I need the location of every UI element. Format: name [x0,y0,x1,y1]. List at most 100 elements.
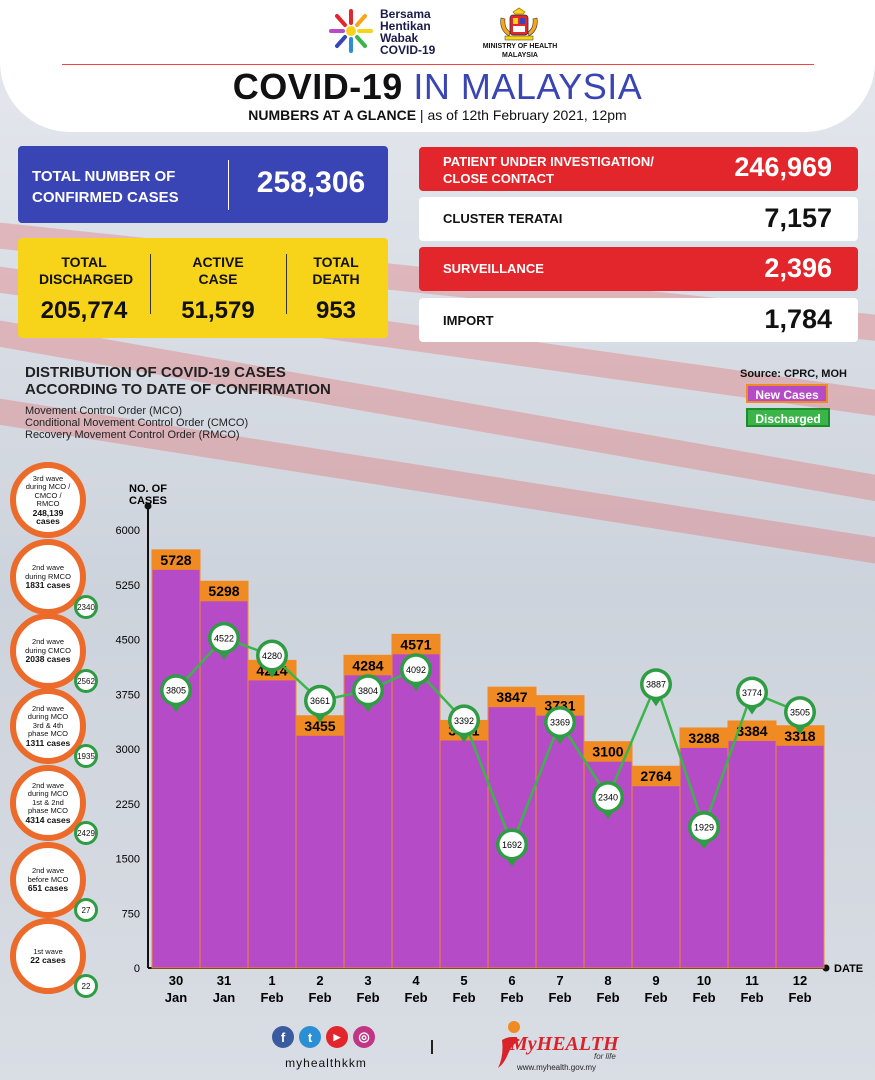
category-value: 7,157 [764,203,832,233]
divider [62,64,814,65]
discharged-marker [739,679,765,705]
category-label: SURVEILLANCE [443,261,544,276]
x-tick-label: Feb [308,990,331,1005]
note-mco: Movement Control Order (MCO) [25,405,183,417]
wave-circle: 3rd wave during MCO / CMCO / RMCO 248,139… [10,462,86,538]
summary-active: ACTIVE CASE 51,579 [160,254,276,325]
wave-discharged-badge: 2340 [74,595,98,619]
x-tick-label: Jan [165,990,187,1005]
confirmed-cases-value: 258,306 [256,166,366,199]
x-tick-label: Feb [404,990,427,1005]
twitter-icon[interactable]: t [299,1026,321,1048]
bar-new-cases [439,719,489,969]
y-tick-label: 2250 [116,799,140,811]
bar-label-bg [632,766,680,787]
discharged-marker [691,814,717,840]
discharged-value-label: 3661 [310,696,330,706]
x-tick-label: 1 [268,973,275,988]
wave-label: 2nd wave during MCO 3rd & 4th phase MCO [27,703,69,739]
x-tick-label: 31 [217,973,231,988]
discharged-marker [547,709,573,735]
discharged-value-label: 4280 [262,651,282,661]
wave-label: 2nd wave during MCO 1st & 2nd phase MCO [27,780,69,816]
x-tick-label: 12 [793,973,807,988]
cluster-teratai-box: CLUSTER TERATAI 7,157 [419,197,858,241]
summary-death: TOTAL DEATH 953 [278,254,394,325]
bar-new-cases [631,765,681,969]
bar-new-cases [775,725,825,969]
wave-label: 2nd wave during RMCO [25,563,71,581]
wave-discharged-badge: 2429 [74,821,98,845]
discharged-marker [211,625,237,651]
instagram-icon[interactable]: ◎ [353,1026,375,1048]
wave-cases: 248,139 cases [32,507,64,526]
bar-value-label: 5298 [208,583,239,599]
discharged-value-label: 1692 [502,840,522,850]
discharged-marker [163,677,189,703]
bar-new-cases [487,686,537,969]
facebook-icon[interactable]: f [272,1026,294,1048]
discharged-value-label: 3887 [646,680,666,690]
y-tick-label: 6000 [116,525,140,537]
y-axis-label: NO. OF [129,483,167,495]
x-tick-label: 6 [508,973,515,988]
bar-label-bg [680,727,728,748]
bar-new-cases [247,659,297,969]
wave-circle: 2nd wave during MCO 3rd & 4th phase MCO 1… [10,688,86,764]
y-tick-label: 750 [122,908,140,920]
bar-value-label: 3100 [592,744,623,760]
coat-of-arms-icon [500,7,538,41]
wave-cases: 2038 cases [25,654,71,665]
y-tick-label: 4500 [116,635,140,647]
y-axis-end-dot [144,502,152,510]
bar-label-bg [296,715,344,736]
x-tick-label: Feb [740,990,763,1005]
x-tick-label: 11 [745,973,759,988]
discharged-marker [643,671,669,697]
youtube-icon[interactable]: ▶ [326,1026,348,1048]
discharged-value-label: 4522 [214,633,234,643]
bar-value-label: 4284 [352,657,383,673]
confirmed-cases-box: TOTAL NUMBER OF CONFIRMED CASES 258,306 [18,146,388,223]
summary-label: TOTAL DEATH [312,254,360,287]
summary-label: TOTAL DISCHARGED [39,254,134,287]
divider [150,254,151,314]
category-value: 1,784 [764,304,832,334]
wave-cases: 4314 cases [25,814,71,825]
note-rmco: Recovery Movement Control Order (RMCO) [25,429,240,441]
bar-new-cases [295,715,345,969]
wave-cases: 651 cases [27,883,69,894]
bar-value-label: 3288 [688,730,719,746]
bar-new-cases [583,741,633,969]
x-tick-label: Feb [692,990,715,1005]
wave-circle: 2nd wave during CMCO 2038 cases [10,613,86,689]
x-tick-label: Feb [260,990,283,1005]
discharged-value-label: 2340 [598,793,618,803]
x-tick-label: Feb [452,990,475,1005]
discharged-marker [259,643,285,669]
discharged-value-label: 3805 [166,686,186,696]
wave-circle: 2nd wave before MCO 651 cases [10,842,86,918]
wave-circle: 2nd wave during RMCO 1831 cases [10,539,86,615]
discharged-value-label: 1929 [694,823,714,833]
bar-label-bg [344,655,392,676]
x-tick-label: Feb [548,990,571,1005]
bar-new-cases [727,720,777,969]
bar-value-label: 3847 [496,689,527,705]
chart-title: DISTRIBUTION OF COVID-19 CASES ACCORDING… [25,364,331,398]
wave-label: 1st wave [33,946,63,956]
x-tick-label: 7 [556,973,563,988]
legend-discharged: Discharged [746,408,830,427]
divider [286,254,287,314]
bar-value-label: 2764 [640,768,671,784]
bar-label-bg [488,687,536,708]
x-tick-label: 10 [697,973,711,988]
y-tick-label: 0 [134,963,140,975]
discharged-marker [451,707,477,733]
legend-new-cases: New Cases [746,384,828,403]
bar-value-label: 5728 [160,552,191,568]
wave-cases: 1311 cases [25,737,71,748]
bar-label-bg [584,741,632,762]
x-tick-label: Feb [788,990,811,1005]
